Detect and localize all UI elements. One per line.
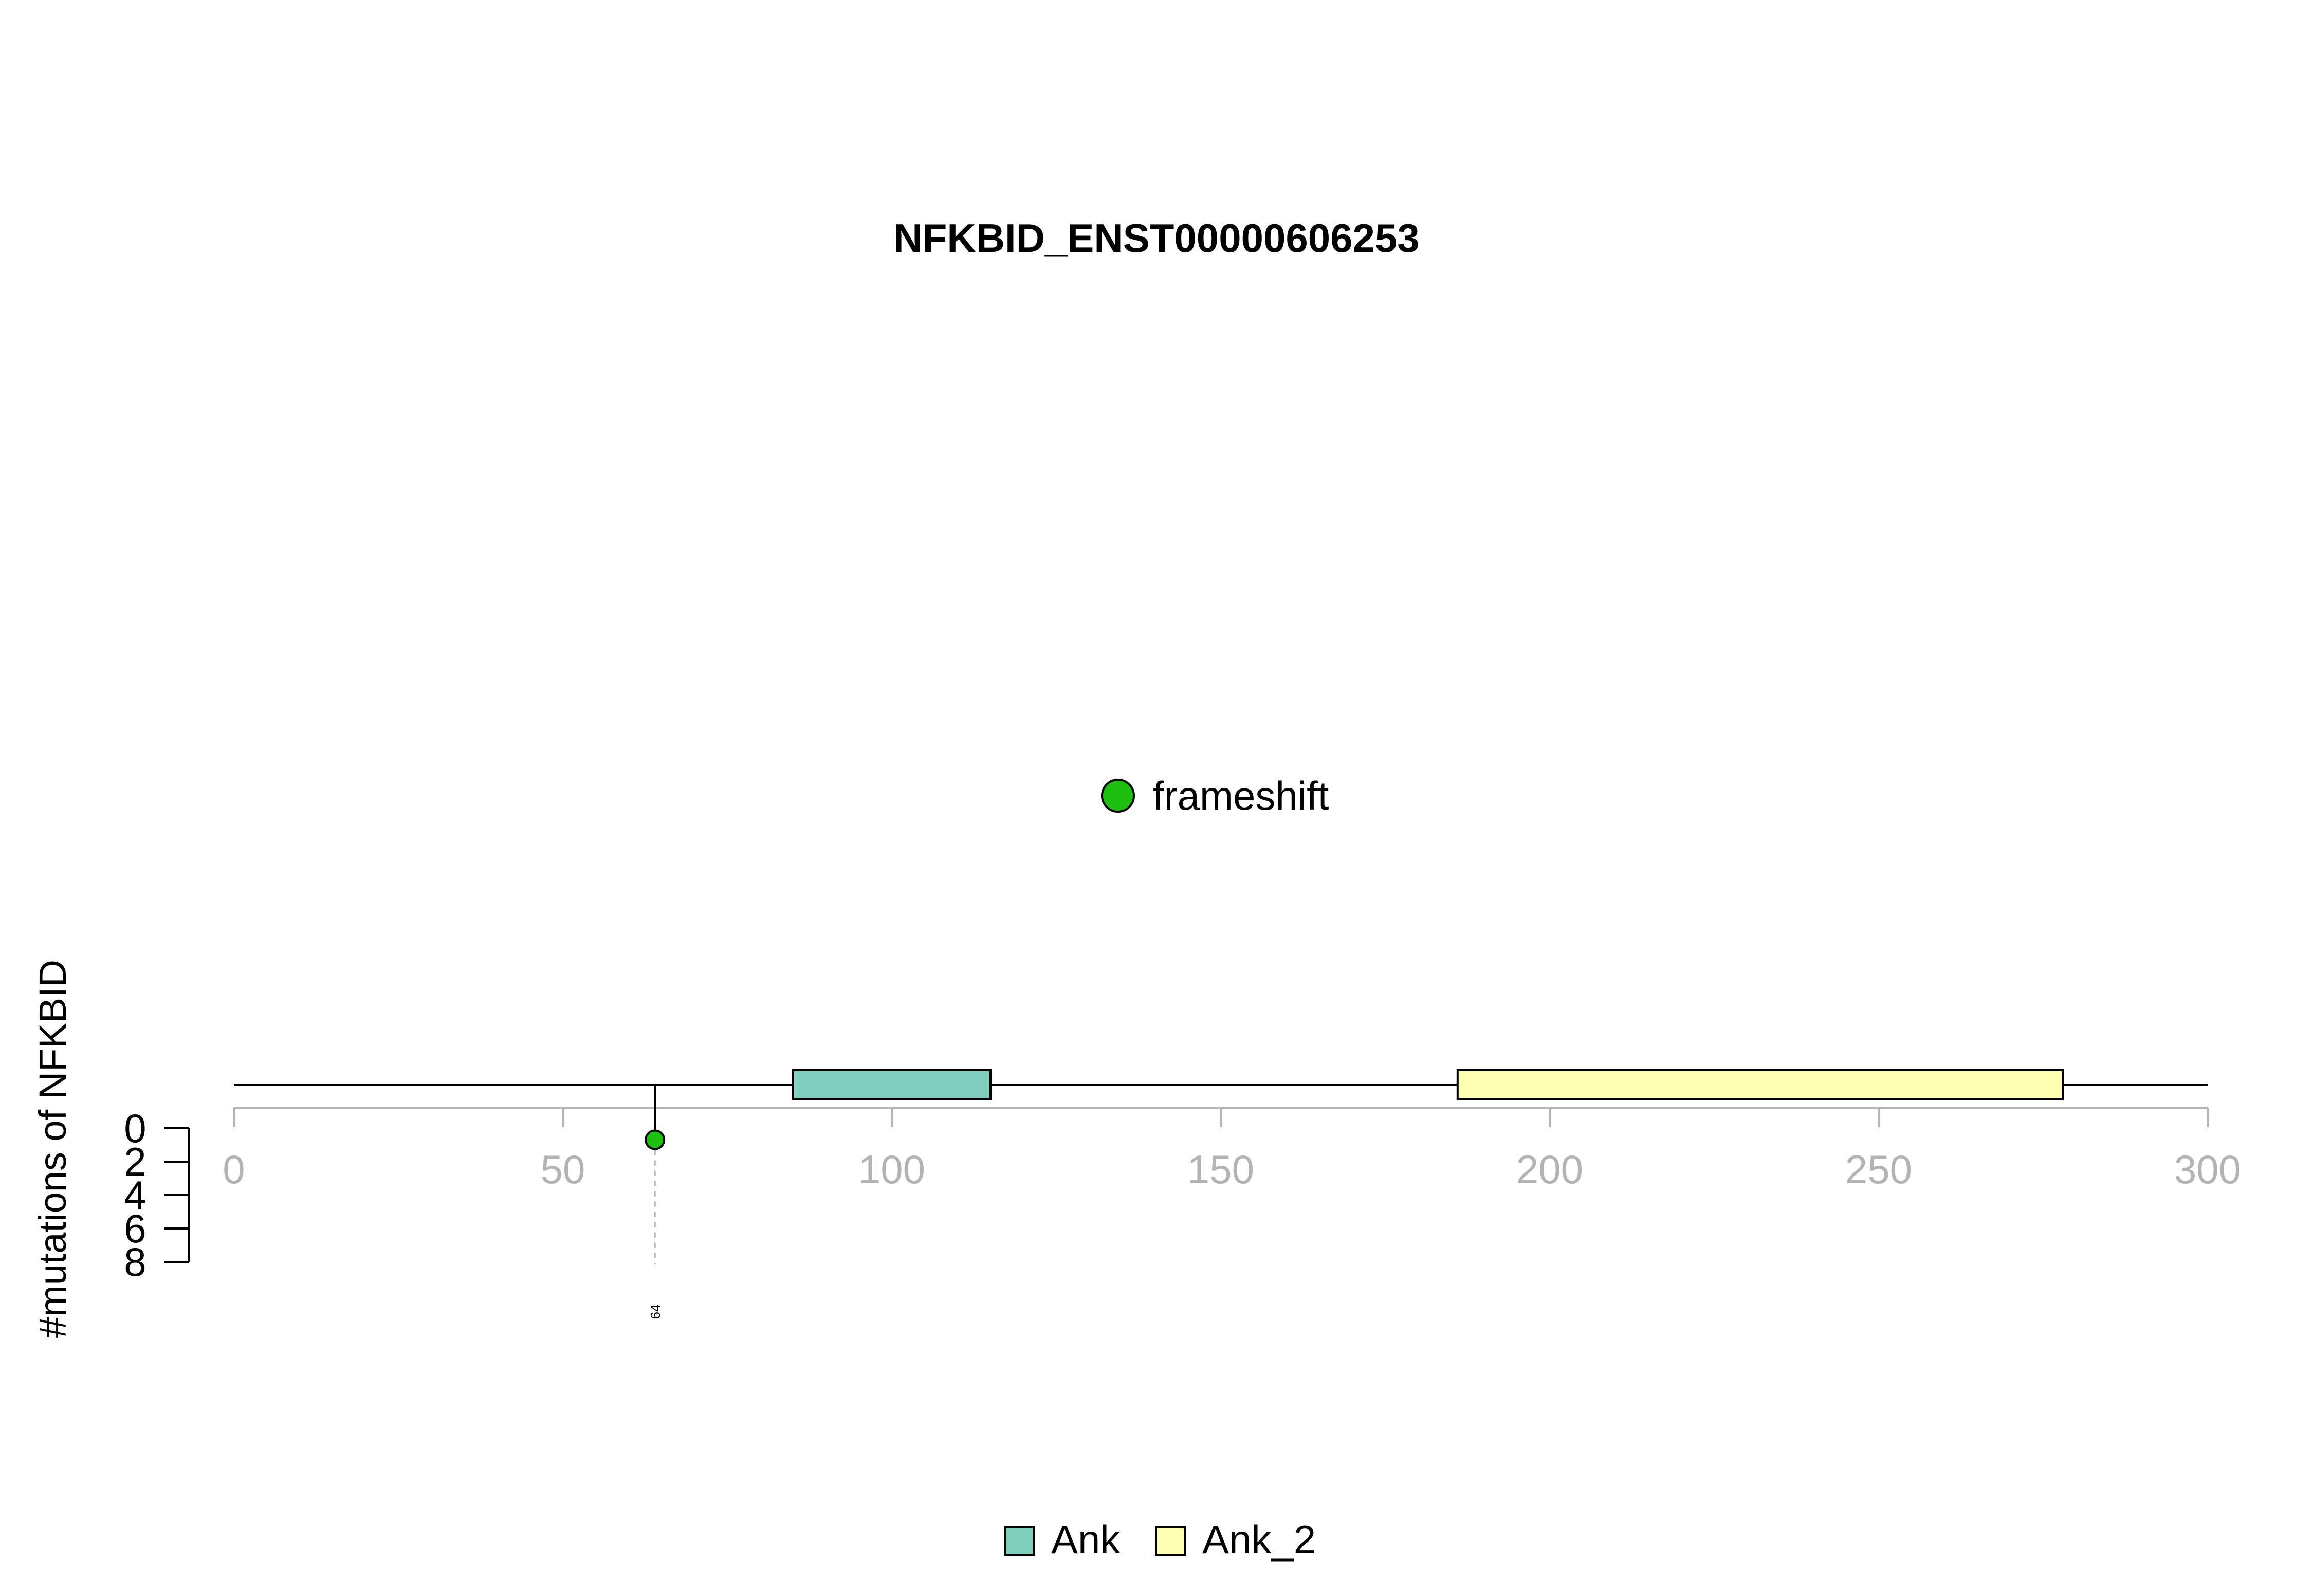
x-tick-label-300: 300 (2174, 1147, 2241, 1192)
mutation-point-64 (645, 1129, 666, 1150)
mutation-lollipops: 64 (645, 1085, 666, 1319)
legend-label-frameshift: frameshift (1153, 773, 1329, 818)
y-tick-label-4: 4 (124, 1172, 146, 1218)
domain-legend: Ank Ank_2 (1004, 1517, 1316, 1562)
domain-ank (792, 1069, 992, 1100)
x-tick-label-150: 150 (1187, 1147, 1254, 1192)
x-tick-label-100: 100 (858, 1147, 925, 1192)
chart-title: NFKBID_ENST00000606253 (893, 215, 1419, 261)
y-tick-label-8: 8 (124, 1239, 146, 1285)
x-tick-label-0: 0 (223, 1147, 245, 1192)
domain-boxes (792, 1069, 2064, 1100)
domain-ank-2 (1456, 1069, 2064, 1100)
mutation-legend: frameshift (1101, 773, 1329, 818)
legend-swatch-ank (1004, 1526, 1035, 1556)
mutation-label-64: 64 (648, 1305, 663, 1319)
legend-label-ank-2: Ank_2 (1202, 1517, 1316, 1562)
x-tick-label-250: 250 (1845, 1147, 1912, 1192)
legend-marker-frameshift (1101, 779, 1135, 813)
y-tick-label-0: 0 (124, 1106, 146, 1151)
legend-swatch-ank-2 (1155, 1526, 1186, 1556)
y-axis-label: #mutations of NFKBID (31, 960, 74, 1338)
x-tick-label-200: 200 (1516, 1147, 1583, 1192)
y-tick-label-2: 2 (124, 1139, 146, 1184)
legend-label-ank: Ank (1051, 1517, 1121, 1562)
y-tick-label-6: 6 (124, 1206, 146, 1251)
x-tick-label-50: 50 (541, 1147, 585, 1192)
x-axis: 0 50 100 150 200 250 300 (223, 1107, 2241, 1192)
